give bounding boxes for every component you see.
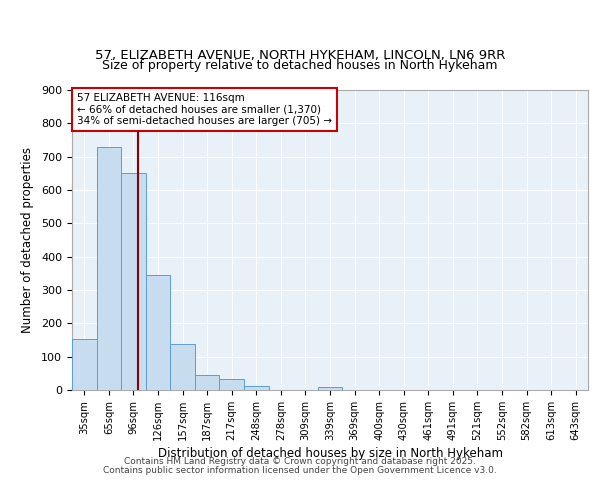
Y-axis label: Number of detached properties: Number of detached properties — [21, 147, 34, 333]
X-axis label: Distribution of detached houses by size in North Hykeham: Distribution of detached houses by size … — [157, 447, 503, 460]
Text: 57 ELIZABETH AVENUE: 116sqm
← 66% of detached houses are smaller (1,370)
34% of : 57 ELIZABETH AVENUE: 116sqm ← 66% of det… — [77, 93, 332, 126]
Bar — [146, 275, 170, 390]
Bar — [170, 344, 195, 390]
Text: 57, ELIZABETH AVENUE, NORTH HYKEHAM, LINCOLN, LN6 9RR: 57, ELIZABETH AVENUE, NORTH HYKEHAM, LIN… — [95, 50, 505, 62]
Bar — [244, 386, 269, 390]
Bar — [220, 380, 244, 390]
Bar — [195, 374, 220, 390]
Bar — [72, 340, 97, 390]
Text: Contains public sector information licensed under the Open Government Licence v3: Contains public sector information licen… — [103, 466, 497, 475]
Text: Size of property relative to detached houses in North Hykeham: Size of property relative to detached ho… — [102, 60, 498, 72]
Bar — [318, 388, 342, 390]
Bar — [97, 146, 121, 390]
Text: Contains HM Land Registry data © Crown copyright and database right 2025.: Contains HM Land Registry data © Crown c… — [124, 458, 476, 466]
Bar — [121, 172, 146, 390]
